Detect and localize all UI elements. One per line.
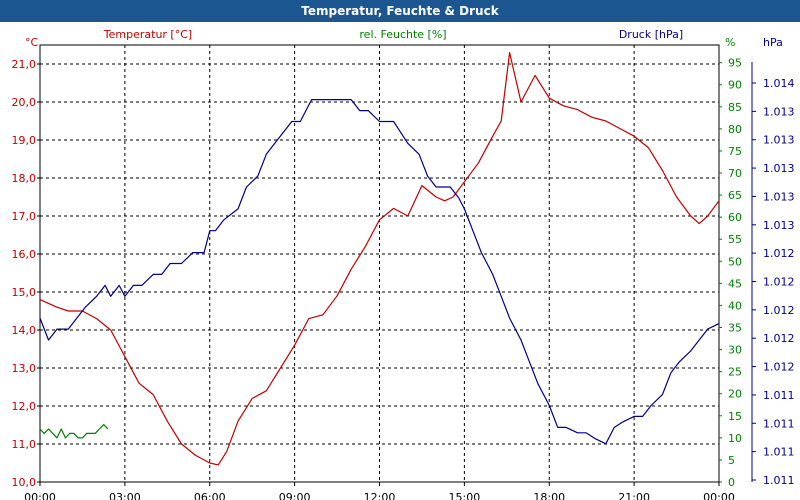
series-temperature-line (39, 52, 720, 466)
x-tick-time: 18:00 (533, 491, 565, 500)
humidity-tick-label: 10 (728, 432, 742, 445)
series-layer (39, 52, 720, 466)
window-title: Temperatur, Feuchte & Druck (0, 0, 800, 22)
humidity-tick-label: 55 (728, 233, 742, 246)
humidity-tick-label: 80 (728, 123, 742, 136)
pressure-tick-label: 1.011 (763, 389, 795, 402)
pressure-tick-label: 1.011 (763, 446, 795, 459)
x-tick-time: 15:00 (449, 491, 481, 500)
temperature-tick-label: 13,0 (12, 362, 37, 375)
humidity-tick-label: 60 (728, 211, 742, 224)
pressure-tick-label: 1.014 (763, 77, 795, 90)
pressure-tick-label: 1.013 (763, 162, 795, 175)
series-pressure-line (39, 98, 720, 445)
humidity-tick-label: 45 (728, 277, 742, 290)
temperature-axis-unit: °C (25, 36, 39, 49)
x-tick-time: 09:00 (279, 491, 311, 500)
humidity-tick-label: 20 (728, 388, 742, 401)
pressure-tick-label: 1.012 (763, 332, 795, 345)
pressure-tick-label: 1.012 (763, 304, 795, 317)
pressure-axis-unit: hPa (763, 36, 783, 49)
x-axis-ticks: 00:0017.06.1403:0017.06.1406:0017.06.140… (24, 482, 735, 500)
pressure-tick-label: 1.011 (763, 417, 795, 430)
temperature-tick-label: 11,0 (12, 438, 37, 451)
temperature-tick-label: 12,0 (12, 400, 37, 413)
pressure-tick-label: 1.011 (763, 474, 795, 487)
x-tick-time: 00:00 (703, 491, 735, 500)
humidity-tick-label: 40 (728, 299, 742, 312)
temperature-tick-label: 10,0 (12, 476, 37, 489)
temperature-tick-label: 21,0 (12, 58, 37, 71)
grid (40, 45, 719, 482)
humidity-tick-label: 95 (728, 57, 742, 70)
chart: 10,0 11,0 12,0 13,0 14,0 15,0 16,0 17,0 18,0 19,0… (12, 28, 795, 500)
temperature-axis-ticks: 10,0 11,0 12,0 13,0 14,0 15,0 16,0 17,0 18,0 19,0… (12, 58, 40, 489)
humidity-tick-label: 85 (728, 101, 742, 114)
humidity-tick-label: 35 (728, 322, 742, 335)
humidity-tick-label: 30 (728, 344, 742, 357)
x-tick-time: 12:00 (364, 491, 396, 500)
pressure-axis-label: Druck [hPa] (619, 28, 683, 41)
temperature-tick-label: 16,0 (12, 248, 37, 261)
temperature-tick-label: 19,0 (12, 134, 37, 147)
temperature-tick-label: 15,0 (12, 286, 37, 299)
humidity-tick-label: 0 (728, 476, 735, 489)
humidity-tick-label: 5 (728, 454, 735, 467)
humidity-tick-label: 75 (728, 145, 742, 158)
temperature-tick-label: 20,0 (12, 96, 37, 109)
pressure-tick-label: 1.012 (763, 361, 795, 374)
pressure-tick-label: 1.013 (763, 105, 795, 118)
pressure-tick-label: 1.013 (763, 190, 795, 203)
temperature-tick-label: 14,0 (12, 324, 37, 337)
temperature-axis-label: Temperatur [°C] (103, 28, 192, 41)
humidity-axis-ticks: 0 5 10 15 20 25 30 35 40 45 50 55 60 65 70 75 80 85 90 95 (719, 57, 742, 489)
humidity-tick-label: 15 (728, 410, 742, 423)
humidity-tick-label: 70 (728, 167, 742, 180)
humidity-tick-label: 65 (728, 189, 742, 202)
temperature-tick-label: 18,0 (12, 172, 37, 185)
series-humidity-line (39, 424, 109, 439)
humidity-tick-label: 25 (728, 366, 742, 379)
temperature-tick-label: 17,0 (12, 210, 37, 223)
pressure-axis-ticks: 1.011 1.011 1.011 1.011 1.012 1.012 1.012 1.012… (751, 62, 795, 487)
pressure-tick-label: 1.012 (763, 276, 795, 289)
pressure-tick-label: 1.013 (763, 134, 795, 147)
humidity-tick-label: 50 (728, 255, 742, 268)
x-tick-time: 00:00 (24, 491, 56, 500)
x-tick-time: 06:00 (194, 491, 226, 500)
x-tick-time: 03:00 (109, 491, 141, 500)
x-tick-time: 21:00 (618, 491, 650, 500)
pressure-tick-label: 1.012 (763, 247, 795, 260)
humidity-axis-unit: % (725, 36, 735, 49)
humidity-tick-label: 90 (728, 79, 742, 92)
humidity-axis-label: rel. Feuchte [%] (359, 28, 446, 41)
pressure-tick-label: 1.013 (763, 219, 795, 232)
